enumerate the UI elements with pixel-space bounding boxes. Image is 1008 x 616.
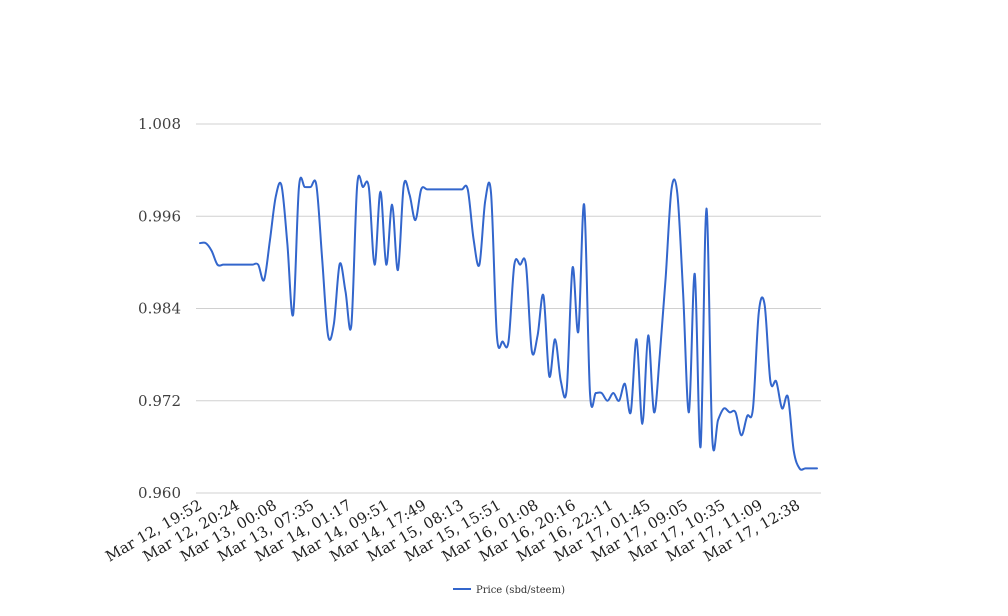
legend: Price (sbd/steem): [453, 585, 565, 596]
y-tick-label: 1.008: [138, 115, 181, 133]
series-layer: [199, 174, 818, 471]
series-line-price: [199, 174, 818, 471]
legend-label: Price (sbd/steem): [476, 585, 565, 596]
gridlines: [196, 123, 821, 494]
y-tick-label: 0.972: [138, 392, 181, 410]
y-tick-label: 0.960: [138, 484, 181, 502]
y-tick-label: 0.984: [138, 300, 181, 318]
y-axis-ticks: 1.008 0.996 0.984 0.972 0.960: [138, 115, 181, 502]
y-tick-label: 0.996: [138, 207, 181, 225]
